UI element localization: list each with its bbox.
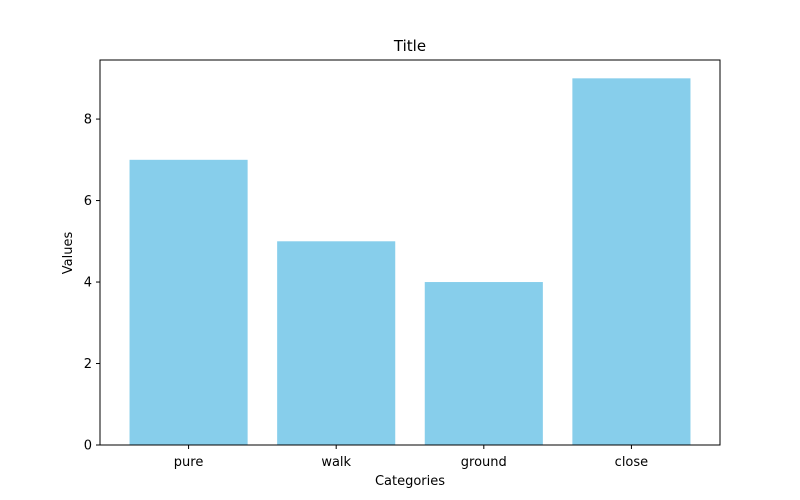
x-axis-ticks: pure walk ground close — [174, 445, 648, 470]
x-tick-label: pure — [174, 455, 204, 470]
y-tick-label: 0 — [84, 439, 92, 454]
y-tick-label: 4 — [84, 276, 92, 291]
chart-title: Title — [393, 37, 426, 55]
y-tick-label: 2 — [84, 357, 92, 372]
y-axis-label: Values — [61, 232, 76, 275]
y-tick-label: 6 — [84, 194, 92, 209]
y-axis-ticks: 0 2 4 6 8 — [84, 113, 100, 454]
bar-walk — [277, 241, 396, 445]
plot-frame — [99, 59, 721, 446]
bar-close — [572, 78, 691, 445]
bar-pure — [129, 159, 248, 445]
x-tick-label: ground — [461, 455, 507, 470]
x-tick-label: close — [615, 455, 648, 470]
x-tick-label: walk — [321, 455, 351, 470]
y-tick-label: 8 — [84, 113, 92, 128]
x-axis-label: Categories — [375, 474, 445, 489]
bar-ground — [424, 282, 543, 445]
bars-group — [129, 78, 691, 445]
